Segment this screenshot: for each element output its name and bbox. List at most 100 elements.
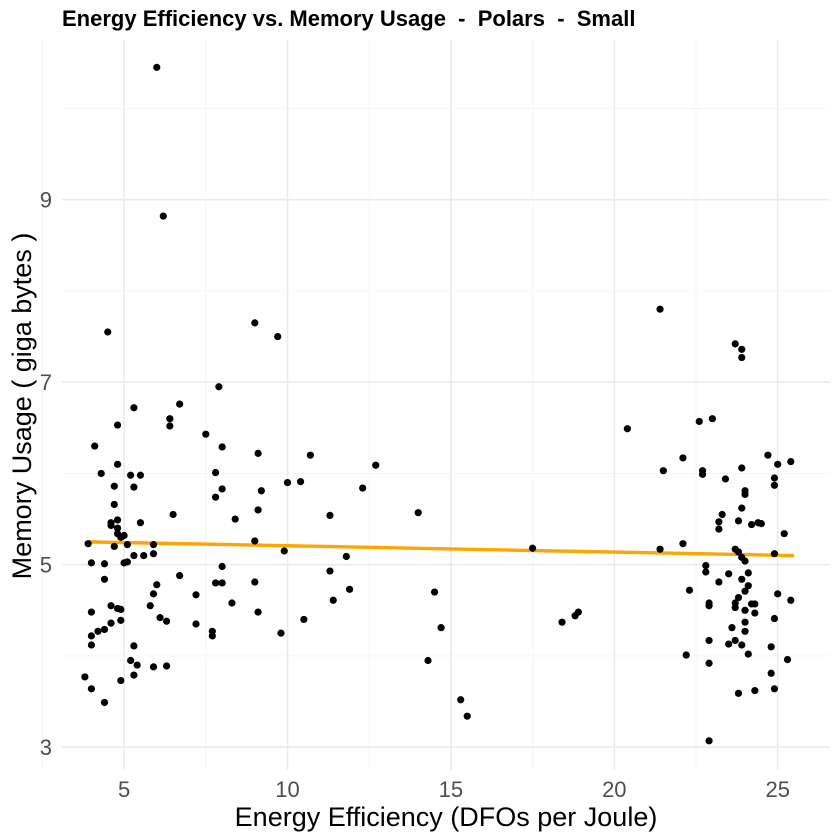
data-point bbox=[277, 629, 285, 637]
data-point bbox=[721, 475, 730, 483]
data-point bbox=[744, 582, 752, 590]
data-point bbox=[656, 305, 664, 313]
data-point bbox=[81, 673, 89, 681]
data-point bbox=[571, 612, 579, 620]
data-point bbox=[741, 627, 749, 635]
trend-line bbox=[88, 540, 795, 558]
data-point bbox=[127, 656, 135, 665]
data-point bbox=[359, 484, 367, 492]
data-point bbox=[146, 602, 154, 610]
data-point bbox=[212, 579, 220, 587]
data-point bbox=[659, 467, 667, 475]
data-point bbox=[283, 478, 292, 487]
x-axis-ticks: 5 10 15 20 25 bbox=[118, 777, 790, 802]
data-point bbox=[695, 417, 703, 426]
data-point bbox=[741, 618, 749, 626]
data-point bbox=[738, 575, 746, 583]
data-point bbox=[218, 485, 226, 493]
data-point bbox=[306, 451, 314, 459]
data-point bbox=[741, 587, 749, 595]
y-tick-label: 5 bbox=[40, 553, 52, 578]
data-point bbox=[770, 550, 779, 558]
data-point bbox=[734, 593, 743, 602]
data-point bbox=[87, 632, 96, 640]
data-point bbox=[296, 478, 305, 486]
data-point bbox=[133, 661, 141, 669]
data-point bbox=[136, 519, 145, 527]
data-point bbox=[738, 345, 746, 353]
data-point bbox=[218, 579, 226, 587]
data-point bbox=[97, 469, 105, 478]
data-point bbox=[140, 551, 148, 560]
data-point bbox=[744, 650, 752, 658]
data-point bbox=[757, 520, 765, 528]
data-point bbox=[787, 596, 795, 604]
x-tick-label: 5 bbox=[118, 777, 130, 802]
data-point bbox=[764, 451, 772, 459]
x-tick-label: 10 bbox=[275, 777, 299, 802]
data-point bbox=[215, 383, 223, 391]
data-point bbox=[770, 614, 779, 623]
data-point bbox=[774, 460, 782, 468]
data-point bbox=[558, 618, 566, 626]
data-point bbox=[218, 443, 226, 451]
data-point bbox=[94, 627, 102, 635]
data-point bbox=[718, 510, 726, 519]
data-point bbox=[251, 537, 259, 545]
data-point bbox=[685, 586, 694, 594]
data-point bbox=[702, 562, 710, 570]
data-point bbox=[218, 562, 226, 571]
data-point bbox=[202, 430, 210, 438]
data-point bbox=[153, 63, 161, 71]
data-point bbox=[457, 696, 465, 704]
data-point bbox=[156, 614, 164, 622]
data-point bbox=[104, 328, 112, 336]
data-point bbox=[123, 541, 131, 549]
data-point bbox=[741, 606, 749, 614]
data-point bbox=[329, 596, 337, 604]
data-point bbox=[734, 548, 743, 556]
data-point bbox=[162, 617, 171, 625]
x-tick-label: 15 bbox=[439, 777, 463, 802]
data-point bbox=[437, 624, 445, 632]
data-point bbox=[326, 511, 334, 520]
data-point bbox=[87, 559, 96, 567]
data-points bbox=[81, 63, 795, 745]
data-point bbox=[107, 619, 115, 627]
data-point bbox=[87, 608, 96, 616]
data-point bbox=[738, 641, 746, 649]
x-axis-title: Energy Efficiency (DFOs per Joule) bbox=[235, 802, 658, 832]
data-point bbox=[738, 464, 746, 472]
data-point bbox=[326, 567, 334, 575]
data-point bbox=[149, 550, 158, 558]
data-point bbox=[231, 515, 239, 523]
data-point bbox=[100, 625, 109, 634]
data-point bbox=[463, 712, 471, 720]
data-point bbox=[123, 558, 131, 566]
data-point bbox=[176, 400, 184, 408]
data-point bbox=[725, 640, 733, 648]
data-point bbox=[715, 518, 723, 526]
chart-title: Energy Efficiency vs. Memory Usage - Pol… bbox=[62, 6, 635, 31]
data-point bbox=[228, 599, 236, 607]
data-point bbox=[300, 615, 308, 624]
data-point bbox=[166, 415, 174, 423]
data-point bbox=[254, 449, 262, 457]
data-point bbox=[738, 504, 746, 512]
data-point bbox=[110, 542, 118, 551]
data-point bbox=[254, 506, 262, 514]
data-point bbox=[280, 547, 288, 555]
data-point bbox=[87, 685, 96, 693]
data-point bbox=[725, 570, 733, 578]
data-point bbox=[130, 483, 138, 491]
data-point bbox=[414, 509, 422, 517]
data-point bbox=[117, 605, 125, 614]
data-point bbox=[751, 600, 759, 608]
grid bbox=[41, 40, 830, 770]
data-point bbox=[731, 340, 739, 348]
data-point bbox=[529, 544, 537, 552]
data-point bbox=[783, 655, 792, 664]
data-point bbox=[708, 415, 716, 423]
data-point bbox=[130, 404, 138, 412]
